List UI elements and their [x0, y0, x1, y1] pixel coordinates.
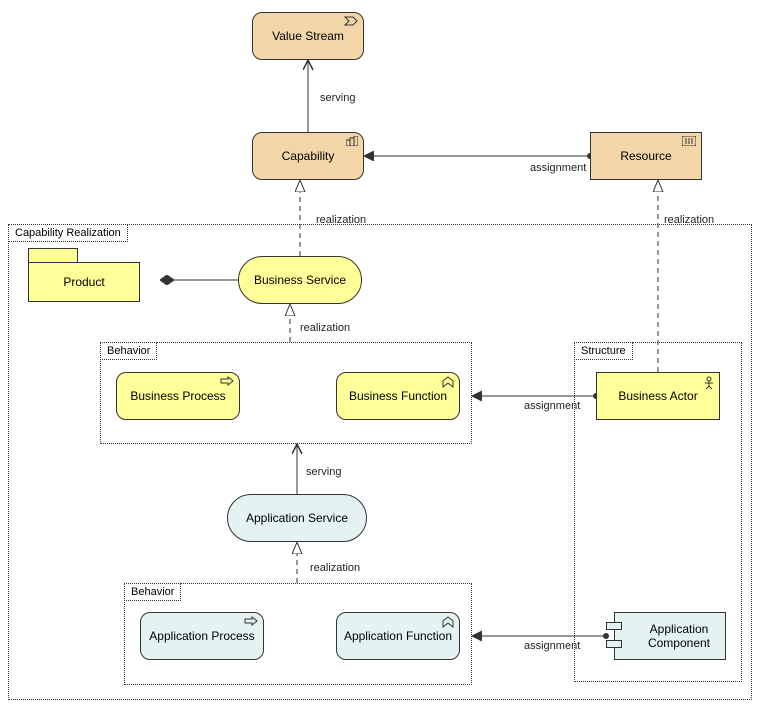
- node-business-actor: Business Actor: [596, 372, 720, 420]
- edge-label: assignment: [530, 162, 586, 174]
- node-application-service: Application Service: [227, 494, 367, 542]
- edge-label: realization: [310, 562, 360, 574]
- function-icon: [442, 376, 454, 391]
- node-capability: Capability: [252, 132, 364, 180]
- group-label-behavior-2: Behavior: [124, 583, 181, 601]
- edge-label: realization: [664, 214, 714, 226]
- value-stream-icon: [344, 16, 358, 29]
- node-label: Application Process: [149, 629, 254, 643]
- node-label: Capability: [282, 149, 335, 163]
- node-value-stream: Value Stream: [252, 12, 364, 60]
- node-label: Business Actor: [618, 389, 697, 403]
- group-label-behavior-1: Behavior: [100, 342, 157, 360]
- node-label: Business Function: [349, 389, 447, 403]
- group-label-capability-realization: Capability Realization: [8, 224, 128, 242]
- component-lug-icon: [606, 622, 622, 630]
- edge-label: assignment: [524, 400, 580, 412]
- process-icon: [244, 616, 258, 629]
- node-label: Business Service: [254, 273, 346, 287]
- node-application-process: Application Process: [140, 612, 264, 660]
- node-label: Application Component: [633, 622, 725, 650]
- node-business-function: Business Function: [336, 372, 460, 420]
- node-business-process: Business Process: [116, 372, 240, 420]
- node-label: Application Service: [246, 511, 348, 525]
- node-application-component: Application Component: [614, 612, 726, 660]
- node-label: Resource: [620, 149, 671, 163]
- edge-label: realization: [300, 322, 350, 334]
- group-label-structure: Structure: [574, 342, 633, 360]
- actor-icon: [704, 376, 714, 393]
- node-label: Product: [63, 275, 104, 289]
- node-label: Application Function: [344, 629, 452, 643]
- node-label: Value Stream: [272, 29, 344, 43]
- component-lug-icon: [606, 640, 622, 648]
- node-resource: Resource: [590, 132, 702, 180]
- function-icon: [442, 616, 454, 631]
- edge-label: serving: [306, 466, 341, 478]
- node-label: Business Process: [130, 389, 225, 403]
- edge-label: assignment: [524, 640, 580, 652]
- capability-icon: [346, 136, 358, 149]
- resource-icon: [682, 136, 696, 149]
- node-application-function: Application Function: [336, 612, 460, 660]
- edge-label: serving: [320, 92, 355, 104]
- process-icon: [220, 376, 234, 389]
- node-business-service: Business Service: [238, 256, 362, 304]
- edge-label: realization: [316, 214, 366, 226]
